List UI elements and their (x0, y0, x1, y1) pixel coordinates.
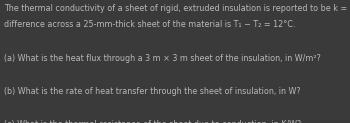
Text: (b) What is the rate of heat transfer through the sheet of insulation, in W?: (b) What is the rate of heat transfer th… (4, 87, 301, 96)
Text: (a) What is the heat flux through a 3 m × 3 m sheet of the insulation, in W/m²?: (a) What is the heat flux through a 3 m … (4, 54, 321, 62)
Text: difference across a 25-mm-thick sheet of the material is T₁ − T₂ = 12°C.: difference across a 25-mm-thick sheet of… (4, 20, 295, 29)
Text: (c) What is the thermal resistance of the sheet due to conduction, in K/W?: (c) What is the thermal resistance of th… (4, 120, 301, 123)
Text: The thermal conductivity of a sheet of rigid, extruded insulation is reported to: The thermal conductivity of a sheet of r… (4, 4, 350, 13)
